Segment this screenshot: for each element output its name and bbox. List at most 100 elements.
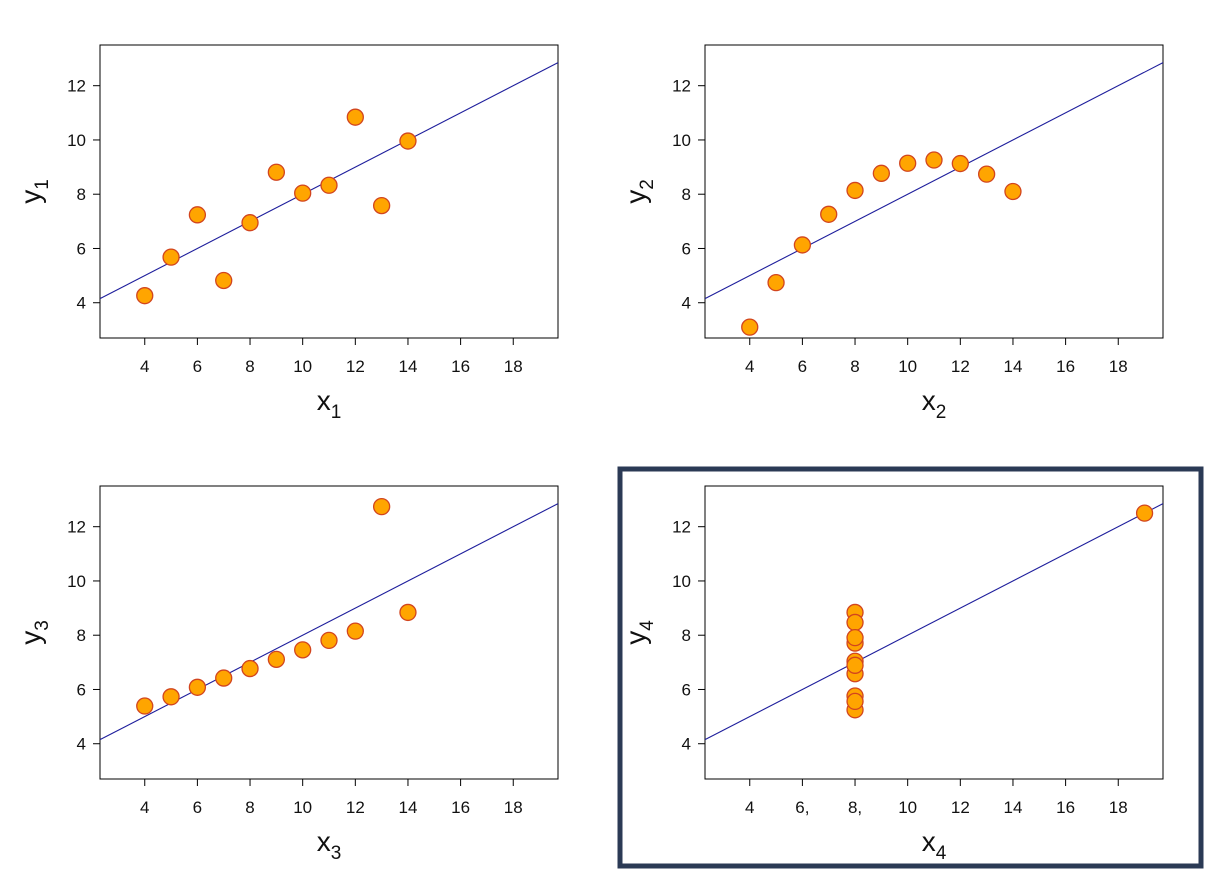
x-axis-label: x2 xyxy=(922,385,947,423)
y-tick-label: 6 xyxy=(77,239,86,258)
data-point xyxy=(846,613,864,632)
x-tick-label: 16 xyxy=(451,357,470,376)
data-point xyxy=(320,176,338,194)
y-tick-label: 8 xyxy=(77,626,86,645)
y-tick-label: 10 xyxy=(672,572,691,591)
x-tick-label: 8 xyxy=(245,798,254,817)
data-point xyxy=(741,318,759,336)
y-tick-label: 6 xyxy=(682,680,691,699)
x-tick-label: 4 xyxy=(745,357,754,376)
y-tick-label: 4 xyxy=(682,294,691,313)
x-tick-label: 14 xyxy=(1004,798,1023,817)
x-tick-label: 12 xyxy=(951,357,970,376)
data-point xyxy=(767,274,785,292)
y-tick-label: 4 xyxy=(682,735,691,754)
x-tick-label: 18 xyxy=(1109,357,1128,376)
data-point xyxy=(846,181,864,200)
data-point xyxy=(188,206,207,224)
data-point xyxy=(136,697,154,715)
data-point xyxy=(294,184,312,202)
data-point xyxy=(294,641,312,659)
data-point xyxy=(241,214,259,232)
x-tick-label: 8 xyxy=(850,357,859,376)
plot-frame xyxy=(99,485,559,780)
x-tick-label: 6 xyxy=(193,798,202,817)
x-tick-label: 4 xyxy=(140,357,149,376)
x-tick-label: 12 xyxy=(951,798,970,817)
data-point xyxy=(399,132,417,150)
x-tick-label: 12 xyxy=(346,357,365,376)
x-tick-label: 10 xyxy=(898,798,917,817)
highlight-border xyxy=(617,466,1204,869)
x-tick-label: 16 xyxy=(1056,357,1075,376)
plot-frame xyxy=(704,485,1164,780)
y-axis-label: y3 xyxy=(15,620,53,645)
data-point xyxy=(872,164,891,182)
data-point xyxy=(899,154,917,172)
data-point xyxy=(1135,504,1154,522)
y-tick-label: 10 xyxy=(67,131,86,150)
data-point xyxy=(162,248,180,266)
x-axis-label: x1 xyxy=(317,385,342,423)
data-point xyxy=(925,151,943,169)
x-tick-label: 6, xyxy=(795,798,809,817)
data-point xyxy=(1004,182,1022,201)
data-point xyxy=(346,622,364,640)
x-tick-label: 18 xyxy=(1109,798,1128,817)
x-tick-label: 6 xyxy=(798,357,807,376)
data-point xyxy=(977,165,996,183)
regression-line xyxy=(705,62,1163,300)
x-tick-label: 18 xyxy=(504,798,523,817)
data-point xyxy=(215,669,233,687)
data-point xyxy=(346,108,364,126)
y-tick-label: 12 xyxy=(672,518,691,537)
data-point xyxy=(793,236,812,254)
x-tick-label: 10 xyxy=(293,357,312,376)
x-tick-label: 4 xyxy=(745,798,754,817)
x-tick-label: 16 xyxy=(1056,798,1075,817)
y-tick-label: 12 xyxy=(67,77,86,96)
data-point xyxy=(267,163,286,181)
y-tick-label: 12 xyxy=(672,77,691,96)
x-tick-label: 14 xyxy=(399,357,418,376)
data-point xyxy=(267,650,286,669)
data-point xyxy=(241,659,259,678)
x-axis-label: x4 xyxy=(922,826,947,864)
data-point xyxy=(846,656,864,674)
x-tick-label: 10 xyxy=(293,798,312,817)
x-axis-label: x3 xyxy=(317,826,342,864)
data-point xyxy=(372,196,391,215)
data-point xyxy=(320,631,338,650)
y-tick-label: 8 xyxy=(77,185,86,204)
y-tick-label: 8 xyxy=(682,185,691,204)
data-point xyxy=(188,678,207,696)
x-tick-label: 4 xyxy=(140,798,149,817)
data-point xyxy=(846,692,864,711)
y-tick-label: 4 xyxy=(77,735,86,754)
data-point xyxy=(820,205,838,223)
x-tick-label: 8 xyxy=(245,357,254,376)
x-tick-label: 18 xyxy=(504,357,523,376)
data-point xyxy=(136,287,154,305)
y-axis-label: y4 xyxy=(620,620,658,645)
y-tick-label: 12 xyxy=(67,518,86,537)
y-tick-label: 10 xyxy=(672,131,691,150)
x-tick-label: 6 xyxy=(193,357,202,376)
y-tick-label: 10 xyxy=(67,572,86,591)
plot-frame xyxy=(704,44,1164,339)
regression-line xyxy=(705,503,1163,741)
x-tick-label: 14 xyxy=(1004,357,1023,376)
data-point xyxy=(399,603,417,622)
data-point xyxy=(372,497,391,516)
x-tick-label: 14 xyxy=(399,798,418,817)
data-point xyxy=(162,688,180,706)
y-axis-label: y1 xyxy=(15,179,53,204)
y-tick-label: 4 xyxy=(77,294,86,313)
x-tick-label: 12 xyxy=(346,798,365,817)
data-point xyxy=(846,629,864,647)
